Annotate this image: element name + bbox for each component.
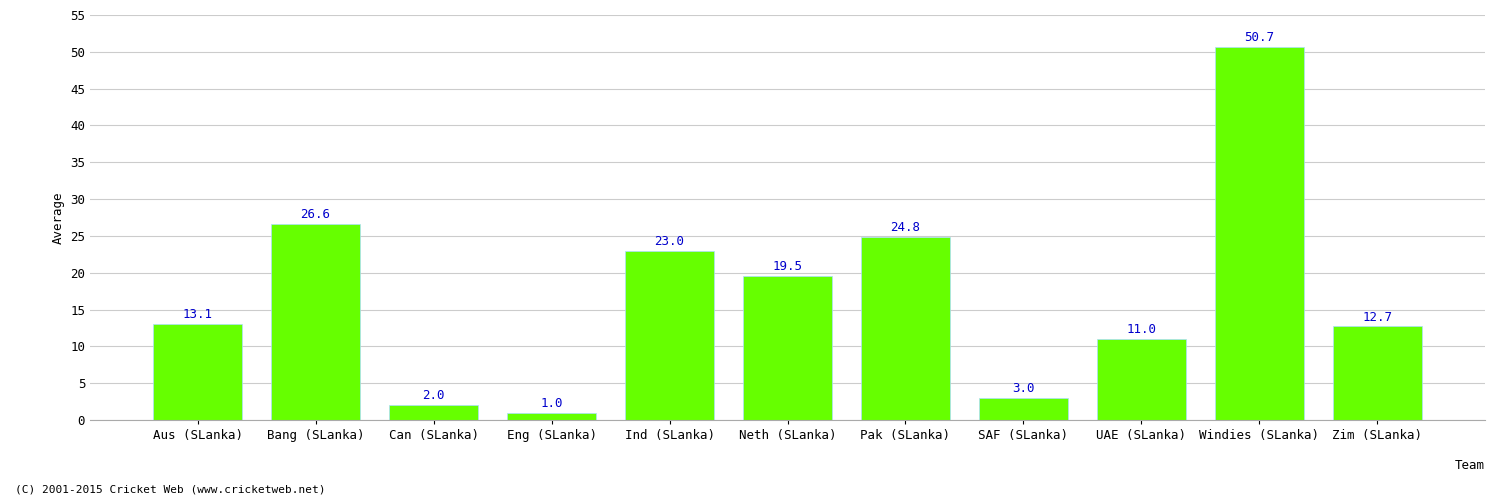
Text: 50.7: 50.7 bbox=[1245, 30, 1275, 44]
Bar bbox=[1334, 326, 1422, 420]
Text: 19.5: 19.5 bbox=[772, 260, 802, 274]
Bar bbox=[1215, 46, 1304, 420]
Bar bbox=[980, 398, 1068, 420]
Bar bbox=[272, 224, 360, 420]
Text: 1.0: 1.0 bbox=[540, 396, 562, 409]
Bar bbox=[390, 406, 478, 420]
Text: 13.1: 13.1 bbox=[183, 308, 213, 320]
Text: 26.6: 26.6 bbox=[300, 208, 330, 221]
Bar bbox=[861, 238, 950, 420]
Text: 3.0: 3.0 bbox=[1013, 382, 1035, 395]
Y-axis label: Average: Average bbox=[51, 191, 64, 244]
Bar bbox=[153, 324, 242, 420]
Text: 11.0: 11.0 bbox=[1126, 323, 1156, 336]
Bar bbox=[1096, 339, 1185, 420]
Text: 23.0: 23.0 bbox=[654, 234, 684, 248]
Text: 24.8: 24.8 bbox=[891, 222, 921, 234]
Text: 2.0: 2.0 bbox=[423, 390, 445, 402]
Bar bbox=[744, 276, 831, 420]
Text: (C) 2001-2015 Cricket Web (www.cricketweb.net): (C) 2001-2015 Cricket Web (www.cricketwe… bbox=[15, 485, 326, 495]
Text: Team: Team bbox=[1455, 459, 1485, 472]
Bar bbox=[626, 250, 714, 420]
Text: 12.7: 12.7 bbox=[1362, 310, 1392, 324]
Bar bbox=[507, 412, 596, 420]
